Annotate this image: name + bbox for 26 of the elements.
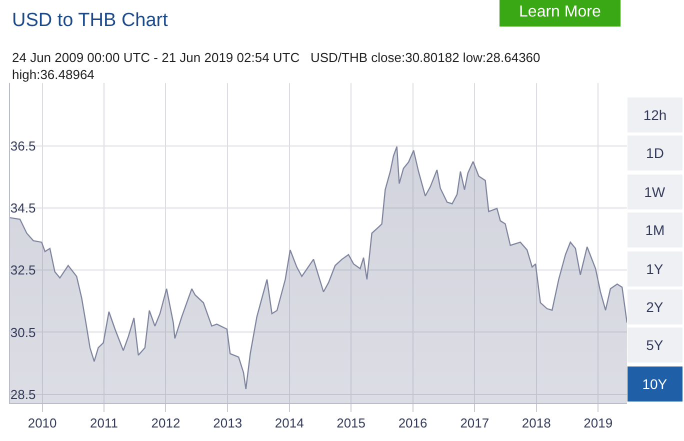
x-tick-label: 2011 [90,416,118,431]
text: 1M [645,222,665,238]
y-tick-label: 34.5 [10,200,36,216]
text: Learn More [519,4,601,20]
x-tick-label: 2013 [213,416,242,431]
y-tick-label: 30.5 [10,324,36,340]
text: 1D [646,145,664,161]
y-tick-label: 32.5 [10,262,36,278]
x-tick-label: 2015 [336,416,366,431]
x-tick-label: 2016 [398,416,428,431]
x-tick-label: 2017 [460,416,490,431]
text: 1Y [646,261,664,277]
text: 12h [643,107,667,123]
x-tick-label: 2014 [274,416,304,431]
chart-subtitle: 24 Jun 2009 00:00 UTC - 21 Jun 2019 02:54 UTC USD/THB close:30.80182 low:28.64360 high:36.48964 [12,50,540,82]
text: 1W [644,184,666,200]
y-tick-label: 36.5 [10,138,36,154]
x-tick-label: 2010 [28,416,57,431]
y-tick-label: 28.5 [10,386,36,402]
text: 5Y [646,337,664,353]
text: 2Y [646,299,664,315]
x-tick-label: 2019 [584,416,613,431]
x-tick-label: 2012 [151,416,180,431]
chart-title: USD to THB Chart [12,10,169,31]
x-tick-label: 2018 [522,416,551,431]
text: 10Y [642,376,668,392]
